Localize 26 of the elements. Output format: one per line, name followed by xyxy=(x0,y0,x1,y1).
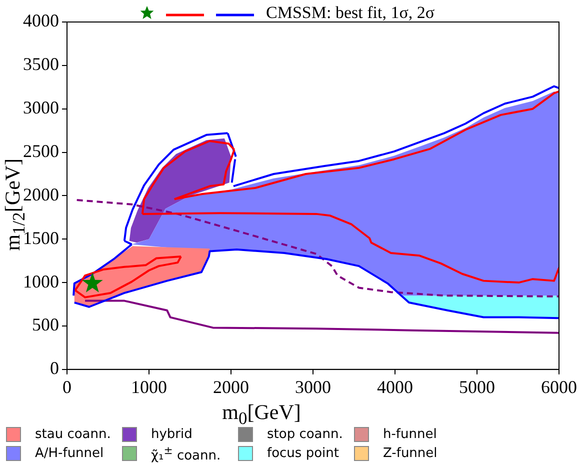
x-tick-label: 3000 xyxy=(295,376,331,397)
legend-label: A/H-funnel xyxy=(35,446,104,461)
x-tick-label: 0 xyxy=(62,376,72,397)
y-tick-label: 3000 xyxy=(23,98,59,118)
y-tick-label: 2500 xyxy=(23,141,59,162)
x-tick-label: 4000 xyxy=(377,376,413,397)
legend-label: Z-funnel xyxy=(383,446,438,461)
y-tick-label: 1500 xyxy=(23,228,59,248)
legend-label: stau coann. xyxy=(35,427,111,442)
y-tick-label: 0 xyxy=(50,358,59,378)
x-axis-title: m$_{0}$[GeV] xyxy=(222,400,301,428)
y-tick-label: 2000 xyxy=(23,184,59,204)
x-tick-label: 1000 xyxy=(131,376,167,397)
y-tick-label: 1000 xyxy=(23,271,59,292)
y-tick-label: 4000 xyxy=(23,10,59,31)
y-tick-label: 3500 xyxy=(23,54,59,74)
x-tick-label: 5000 xyxy=(459,376,495,397)
legend-label: χ̃₁$^{±}$ coann. xyxy=(151,444,221,464)
y-tick-label: 500 xyxy=(32,314,59,335)
x-tick-label: 6000 xyxy=(541,376,577,397)
x-tick-label: 2000 xyxy=(213,376,249,397)
legend-label: hybrid xyxy=(151,427,192,442)
legend-label: stop coann. xyxy=(267,427,343,442)
legend-label: h-funnel xyxy=(383,427,437,442)
legend-title: CMSSM: best fit, 1σ, 2σ xyxy=(266,3,435,23)
legend-label: focus point xyxy=(267,446,339,461)
